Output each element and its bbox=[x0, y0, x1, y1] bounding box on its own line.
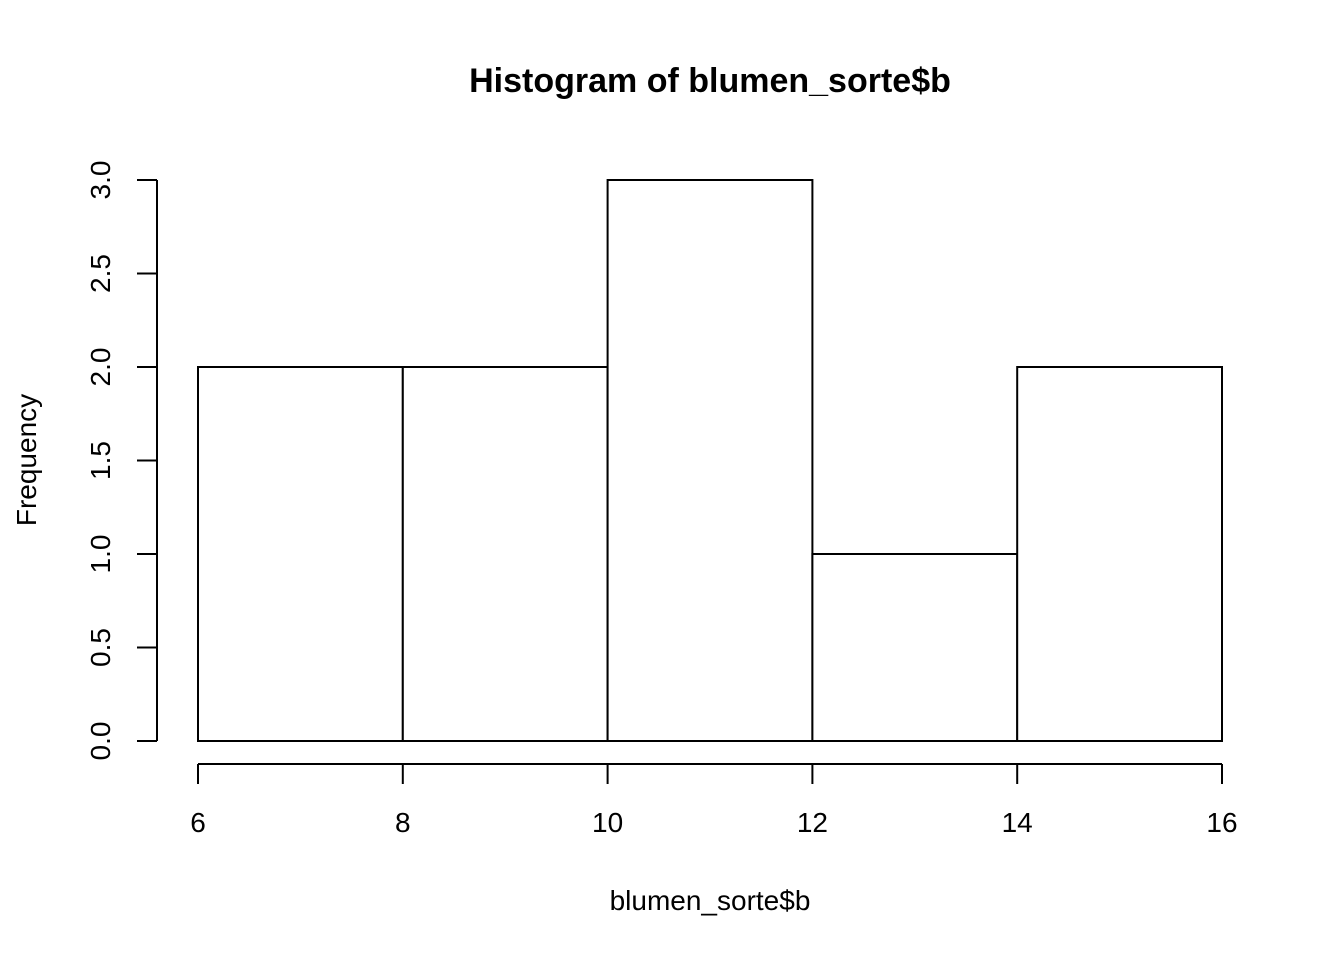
x-axis-label: blumen_sorte$b bbox=[610, 885, 811, 916]
y-tick-label-2: 1.0 bbox=[85, 535, 116, 574]
x-tick-label-3: 12 bbox=[797, 807, 828, 838]
x-tick-label-1: 8 bbox=[395, 807, 411, 838]
y-axis: 0.0 0.5 1.0 1.5 2.0 2.5 3.0 bbox=[85, 161, 158, 761]
y-tick-label-3: 1.5 bbox=[85, 441, 116, 480]
chart-title: Histogram of blumen_sorte$b bbox=[469, 62, 951, 100]
x-tick-label-5: 16 bbox=[1206, 807, 1237, 838]
histogram-bar-3 bbox=[811, 553, 1019, 742]
y-tick-label-5: 2.5 bbox=[85, 254, 116, 293]
histogram-bar-2 bbox=[606, 179, 814, 742]
x-axis: 6 8 10 12 14 16 bbox=[190, 763, 1238, 838]
x-tick-label-0: 6 bbox=[190, 807, 206, 838]
histogram-bar-1 bbox=[401, 366, 609, 742]
x-tick-label-4: 14 bbox=[1002, 807, 1033, 838]
histogram-bar-4 bbox=[1016, 366, 1224, 742]
y-tick-label-1: 0.5 bbox=[85, 628, 116, 667]
histogram-bars bbox=[197, 179, 1224, 742]
y-tick-label-6: 3.0 bbox=[85, 161, 116, 200]
y-axis-label: Frequency bbox=[11, 394, 42, 526]
y-tick-label-4: 2.0 bbox=[85, 348, 116, 387]
x-tick-label-2: 10 bbox=[592, 807, 623, 838]
histogram-bar-0 bbox=[197, 366, 404, 742]
y-tick-label-0: 0.0 bbox=[85, 722, 116, 761]
